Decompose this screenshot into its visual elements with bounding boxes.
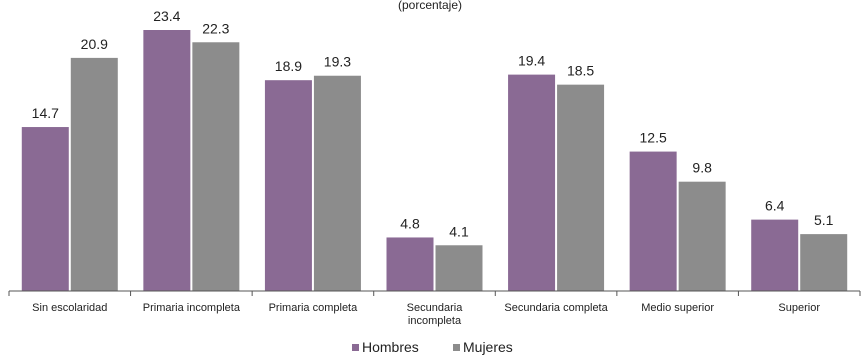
legend-label-hombres: Hombres: [362, 339, 419, 355]
bar-hombres-7: [751, 219, 799, 291]
x-axis: Sin escolaridad Primaria incompleta Primar…: [8, 290, 861, 327]
value-label-mujeres-3: 19.3: [324, 54, 351, 70]
legend-label-mujeres: Mujeres: [463, 339, 513, 355]
legend-swatch-mujeres: [453, 344, 460, 351]
bar-mujeres-4: [435, 245, 483, 291]
bar-hombres-6: [629, 151, 677, 291]
value-label-hombres-2: 23.4: [153, 8, 180, 24]
value-label-mujeres-6: 9.8: [692, 160, 712, 176]
bar-hombres-2: [143, 30, 191, 291]
chart-title-fragment: (porcentaje): [398, 0, 462, 12]
bar-mujeres-7: [800, 234, 848, 291]
value-label-mujeres-7: 5.1: [814, 212, 834, 228]
value-label-mujeres-5: 18.5: [567, 63, 594, 79]
legend: Hombres Mujeres: [352, 339, 513, 355]
value-label-hombres-7: 6.4: [765, 198, 785, 214]
bar-hombres-4: [386, 237, 434, 291]
bars-layer: [21, 30, 848, 292]
value-label-hombres-4: 4.8: [400, 215, 420, 231]
category-label-5: Secundaria completa: [504, 302, 608, 314]
legend-swatch-hombres: [352, 344, 359, 351]
value-labels-layer: 14.7 20.9 23.4 22.3 18.9 19.3 4.8 4.1 19.4 18.5 12…: [32, 8, 834, 239]
bar-mujeres-3: [313, 75, 361, 291]
value-label-hombres-6: 12.5: [640, 130, 667, 146]
bar-mujeres-5: [557, 84, 605, 292]
category-label-3: Primaria completa: [269, 302, 359, 314]
value-label-mujeres-1: 20.9: [81, 36, 108, 52]
category-label-4: Secundaria incompleta: [407, 302, 464, 327]
value-label-hombres-3: 18.9: [275, 58, 302, 74]
bar-hombres-3: [264, 80, 312, 291]
value-label-mujeres-2: 22.3: [202, 20, 229, 36]
category-label-1: Sin escolaridad: [32, 302, 107, 314]
category-label-6: Medio superior: [641, 302, 714, 314]
value-label-hombres-1: 14.7: [32, 105, 59, 121]
bar-mujeres-1: [70, 57, 118, 292]
category-label-7: Superior: [778, 302, 820, 314]
bar-mujeres-2: [192, 42, 240, 292]
bar-hombres-1: [21, 127, 69, 292]
category-label-2: Primaria incompleta: [143, 302, 241, 314]
bar-mujeres-6: [678, 181, 726, 291]
value-label-hombres-5: 19.4: [518, 53, 545, 69]
value-label-mujeres-4: 4.1: [449, 223, 469, 239]
bar-hombres-5: [508, 74, 556, 291]
